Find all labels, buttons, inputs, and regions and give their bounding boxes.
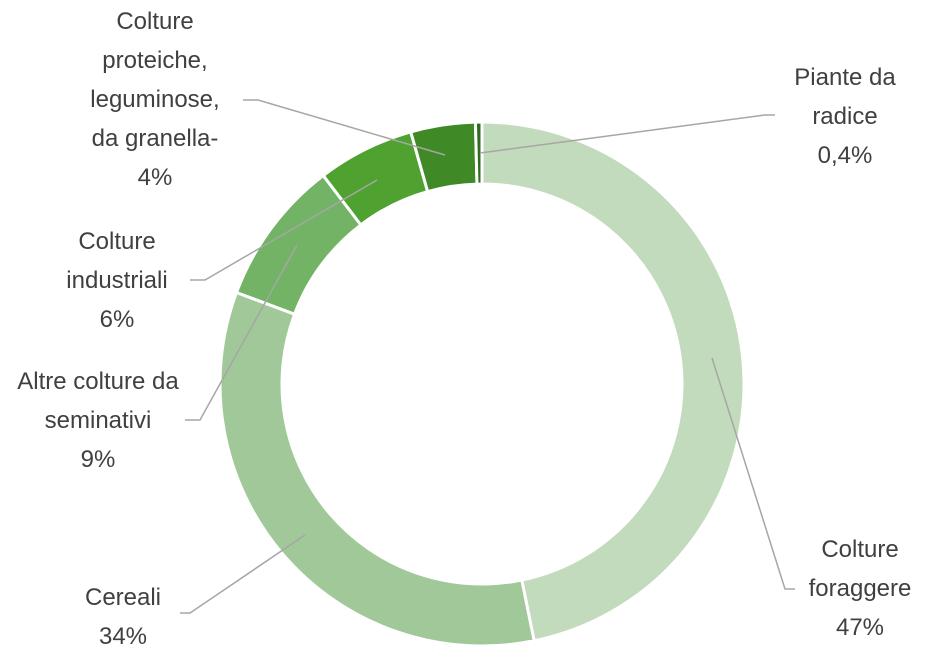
slice-label: Altre colture da seminativi 9% bbox=[8, 362, 188, 479]
leader-line bbox=[185, 244, 298, 421]
leader-lines bbox=[180, 99, 795, 614]
value-label: 0,4% bbox=[817, 142, 873, 169]
value-label: 34% bbox=[98, 623, 148, 645]
value-label: 6% bbox=[99, 306, 135, 333]
slice-label: Colture proteiche, leguminose, da granel… bbox=[80, 2, 230, 197]
slice-label: Piante da radice 0,4% bbox=[780, 58, 910, 175]
leader-line bbox=[479, 114, 775, 154]
category-label: Altre colture da seminativi bbox=[17, 368, 179, 434]
value-label: 4% bbox=[137, 164, 173, 191]
value-label: 47% bbox=[835, 614, 885, 641]
slice-label: Colture industriali 6% bbox=[52, 222, 182, 339]
leader-line bbox=[180, 534, 306, 614]
category-label: Cereali bbox=[84, 584, 162, 611]
donut-slice bbox=[480, 120, 746, 643]
category-label: Colture industriali bbox=[66, 228, 168, 294]
category-label: Colture foraggere bbox=[808, 536, 912, 602]
category-label: Piante da radice bbox=[794, 64, 896, 130]
value-label: 9% bbox=[80, 446, 116, 473]
donut-slice bbox=[218, 290, 536, 645]
category-label: Colture proteiche, leguminose, da granel… bbox=[90, 8, 220, 152]
leader-line bbox=[711, 357, 795, 590]
leader-line bbox=[243, 99, 446, 156]
donut-slice bbox=[473, 120, 484, 186]
slice-label: Colture foraggere 47% bbox=[795, 530, 925, 645]
slice-label: Cereali 34% bbox=[58, 578, 188, 645]
leader-line bbox=[190, 179, 378, 281]
